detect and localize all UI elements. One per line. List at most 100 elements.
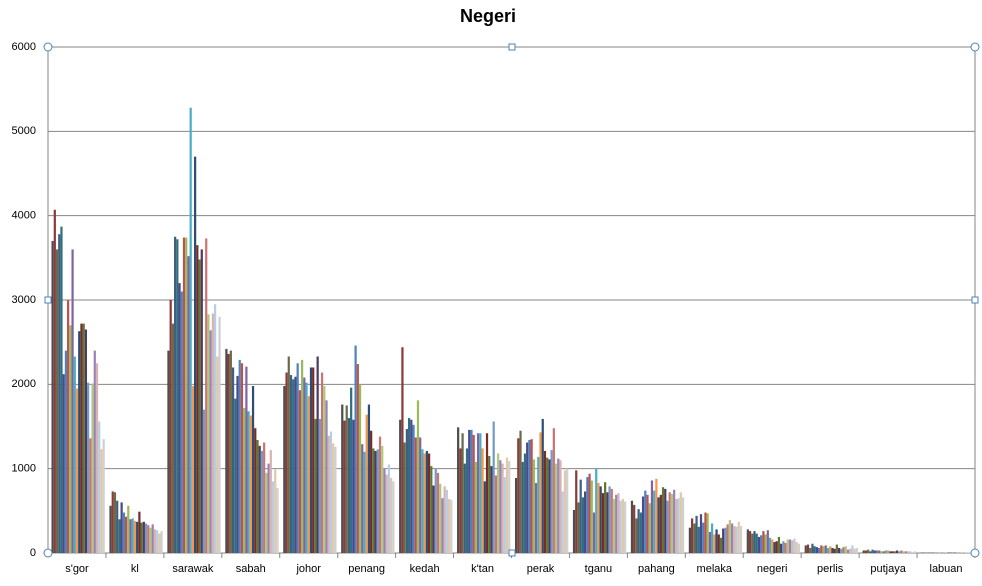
- bar: [780, 543, 783, 553]
- bar: [160, 531, 163, 553]
- bar: [133, 520, 137, 553]
- bar: [697, 526, 700, 553]
- bar: [327, 435, 330, 553]
- bar: [606, 492, 609, 553]
- bar: [581, 497, 585, 553]
- bar: [249, 415, 252, 553]
- bar: [733, 526, 736, 553]
- bar: [782, 541, 785, 553]
- bar: [577, 502, 580, 553]
- bar: [804, 545, 807, 553]
- bar: [521, 461, 524, 553]
- bar: [485, 433, 489, 553]
- selection-handles: [43, 42, 980, 558]
- bar: [267, 463, 270, 553]
- bar: [316, 356, 319, 553]
- bar: [681, 497, 685, 553]
- bar: [296, 363, 299, 553]
- bar: [815, 547, 818, 553]
- x-tick-label: johor: [295, 563, 321, 575]
- bar: [200, 249, 203, 553]
- bar: [604, 482, 607, 553]
- bar: [370, 430, 373, 553]
- bar: [766, 530, 769, 553]
- bar: [60, 226, 63, 553]
- bar: [849, 548, 852, 553]
- bar: [722, 528, 725, 553]
- bar: [913, 551, 916, 553]
- bar: [898, 551, 901, 553]
- bar: [751, 533, 754, 553]
- bar: [345, 405, 348, 553]
- y-tick-label: 4000: [12, 210, 36, 222]
- bar: [127, 505, 130, 553]
- chart-title: Negeri: [460, 6, 516, 26]
- bar: [728, 520, 731, 553]
- bar: [699, 514, 703, 553]
- bar: [180, 291, 183, 553]
- bar: [378, 436, 382, 553]
- bar: [501, 463, 504, 553]
- handle: [508, 549, 516, 557]
- bar: [884, 550, 888, 553]
- bar: [367, 404, 371, 553]
- bar: [55, 249, 59, 553]
- bar: [619, 500, 622, 553]
- bar: [833, 548, 836, 553]
- bar: [167, 350, 170, 553]
- bar: [472, 434, 475, 553]
- bar: [762, 531, 765, 553]
- bar: [488, 456, 491, 553]
- bar: [757, 536, 761, 553]
- bar: [354, 345, 357, 553]
- bar: [142, 521, 145, 553]
- bar: [405, 429, 408, 553]
- bar: [75, 388, 79, 553]
- bar: [677, 498, 680, 553]
- bar: [760, 535, 763, 553]
- bar: [425, 450, 428, 553]
- handle: [970, 548, 980, 558]
- bar: [459, 448, 462, 553]
- y-tick-label: 0: [30, 547, 36, 559]
- bar: [867, 549, 870, 553]
- bar: [191, 386, 195, 553]
- bar: [737, 521, 740, 553]
- bar: [287, 356, 290, 553]
- bar: [610, 488, 613, 553]
- bar: [532, 459, 535, 553]
- bar: [147, 525, 150, 553]
- bar: [590, 480, 593, 553]
- bar: [350, 387, 353, 553]
- bar: [80, 323, 83, 553]
- bar: [298, 390, 301, 553]
- bar: [436, 472, 440, 553]
- bar: [546, 457, 549, 553]
- bar: [746, 529, 749, 553]
- bar: [463, 463, 466, 553]
- bar: [543, 450, 547, 553]
- bar: [595, 468, 598, 553]
- bar: [639, 512, 642, 553]
- bar: [352, 419, 355, 553]
- bar: [817, 547, 821, 553]
- y-tick-label: 5000: [12, 125, 36, 137]
- bar: [102, 439, 105, 553]
- bar: [508, 461, 511, 553]
- bar: [387, 464, 391, 553]
- bar: [412, 424, 415, 553]
- bar: [365, 414, 368, 553]
- handle: [971, 296, 979, 304]
- bar: [140, 522, 143, 553]
- bar: [505, 457, 509, 553]
- bar: [481, 448, 484, 553]
- bar: [889, 551, 892, 553]
- bar: [653, 490, 656, 553]
- bar: [820, 545, 823, 553]
- bar: [294, 376, 297, 553]
- bar: [251, 386, 255, 553]
- bar: [323, 386, 326, 553]
- bar: [693, 523, 696, 553]
- bar: [245, 366, 248, 553]
